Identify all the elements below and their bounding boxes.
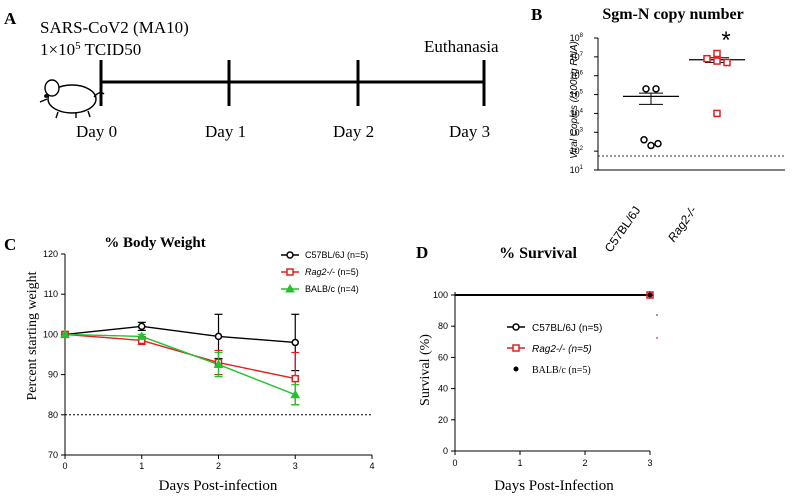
panel-b-ylabel: Viral Copies (/100ng RNA) (569, 41, 580, 159)
panel-b-ytick-label: 103 (570, 127, 584, 137)
panel-d-stray-dot-1 (656, 314, 658, 316)
timeline (99, 60, 486, 106)
panel-c-series-line (64, 325, 296, 344)
panel-b-point (713, 109, 721, 118)
panel-b-point (652, 85, 660, 93)
panel-b-label: B (531, 5, 542, 24)
panel-c-series-line (64, 333, 296, 380)
panel-d-ytick-label: 40 (438, 384, 448, 394)
panel-a: A SARS-CoV2 (MA10) 1×105 TCID50 Euthanas… (4, 9, 499, 141)
timeline-label-day0: Day 0 (76, 122, 117, 141)
panel-c-ytick-label: 100 (43, 329, 58, 339)
panel-d-legend-marker (512, 323, 520, 331)
panel-d-legend-label: BALB/c (n=5) (532, 365, 591, 376)
panel-c-legend-marker (286, 268, 294, 276)
panel-b-significance: * (721, 27, 730, 54)
panel-d-ytick-label: 80 (438, 321, 448, 331)
panel-d: D % Survival Survival (%) Days Post-Infe… (416, 243, 658, 494)
panel-b-ytick-label: 106 (570, 71, 584, 81)
panel-c-point (138, 322, 146, 331)
panel-d-legend-label: C57BL/6J (n=5) (532, 323, 602, 334)
panel-c-ytick-label: 120 (43, 249, 58, 259)
panel-b-point (654, 139, 662, 148)
panel-c-point (290, 389, 301, 399)
panel-b-ytick-label: 105 (570, 90, 584, 100)
panel-c-label: C (4, 235, 16, 254)
timeline-label-day2: Day 2 (333, 122, 374, 141)
timeline-label-day1: Day 1 (205, 122, 246, 141)
panel-c-xtick-label: 0 (62, 461, 67, 471)
panel-c-point (291, 374, 299, 383)
timeline-label-day3: Day 3 (449, 122, 490, 141)
panel-d-stray-dot-2 (656, 337, 658, 339)
panel-d-xtick-label: 0 (452, 458, 457, 468)
panel-b-xtick-rag2: Rag2-/- (665, 204, 699, 245)
panel-d-ylabel: Survival (%) (418, 334, 433, 406)
panel-c-title: % Body Weight (104, 235, 205, 251)
panel-b-point (647, 141, 655, 150)
panel-b-title: Sgm-N copy number (602, 6, 743, 23)
panel-b-point (723, 58, 731, 67)
panel-c-ytick-label: 90 (48, 370, 58, 380)
panel-c-xtick-label: 3 (293, 461, 298, 471)
panel-d-legend-marker (512, 344, 520, 352)
panel-c-ytick-label: 110 (44, 289, 58, 299)
panel-c-legend-marker (286, 251, 294, 259)
panel-c-point (214, 332, 223, 341)
panel-b-point (640, 136, 648, 144)
panel-d-ytick-label: 60 (438, 352, 448, 362)
panel-b-point (713, 49, 721, 58)
panel-c-legend-marker (285, 283, 295, 293)
panel-c-legend-label: C57BL/6J (n=5) (305, 250, 368, 260)
panel-c-point (291, 338, 299, 347)
mouse-icon (39, 79, 105, 119)
panel-d-xtick-label: 3 (647, 458, 652, 468)
panel-b-ytick-label: 107 (570, 52, 584, 62)
panel-c-point (213, 359, 224, 369)
panel-c-xtick-label: 4 (369, 461, 374, 471)
panel-b-point (703, 54, 711, 63)
panel-b-ytick-label: 108 (570, 33, 584, 43)
panel-c: C % Body Weight Percent starting weight … (4, 235, 375, 494)
panel-d-label: D (416, 243, 428, 262)
panel-a-label: A (4, 9, 17, 28)
panel-d-title: % Survival (499, 245, 577, 262)
panel-d-point (647, 292, 653, 298)
panel-d-legend-label: Rag2-/- (n=5) (532, 344, 592, 355)
panel-b-point (713, 57, 721, 65)
panel-d-xlabel: Days Post-Infection (494, 478, 614, 494)
panel-d-ytick-label: 0 (443, 446, 448, 456)
panel-c-xtick-label: 2 (216, 461, 221, 471)
panel-c-series-line (64, 333, 296, 396)
panel-c-ytick-label: 70 (48, 450, 58, 460)
panel-d-xtick-label: 2 (582, 458, 587, 468)
dose-label: 1×105 TCID50 (40, 40, 141, 59)
panel-b-xtick-c57: C57BL/6J (602, 204, 644, 255)
virus-label: SARS-CoV2 (MA10) (40, 18, 189, 37)
panel-c-xlabel: Days Post-infection (159, 478, 278, 494)
panel-c-point (60, 329, 70, 338)
panel-b: B Sgm-N copy number Viral Copies (/100ng… (531, 5, 785, 255)
panel-c-point (136, 331, 147, 340)
panel-b-ytick-label: 101 (570, 165, 584, 175)
panel-d-xtick-label: 1 (517, 458, 522, 468)
euthanasia-label: Euthanasia (424, 37, 499, 56)
panel-c-legend-label: Rag2-/- (n=5) (305, 267, 359, 277)
panel-d-legend-marker (513, 366, 519, 372)
panel-c-ytick-label: 80 (48, 410, 58, 420)
panel-c-ylabel: Percent starting weight (25, 271, 40, 400)
panel-b-point (642, 85, 650, 93)
panel-c-xtick-label: 1 (139, 461, 144, 471)
panel-b-ytick-label: 102 (570, 146, 584, 156)
panel-c-legend-label: BALB/c (n=4) (305, 284, 359, 294)
panel-d-ytick-label: 100 (433, 290, 448, 300)
panel-b-ytick-label: 104 (570, 108, 584, 118)
panel-d-ytick-label: 20 (438, 415, 448, 425)
